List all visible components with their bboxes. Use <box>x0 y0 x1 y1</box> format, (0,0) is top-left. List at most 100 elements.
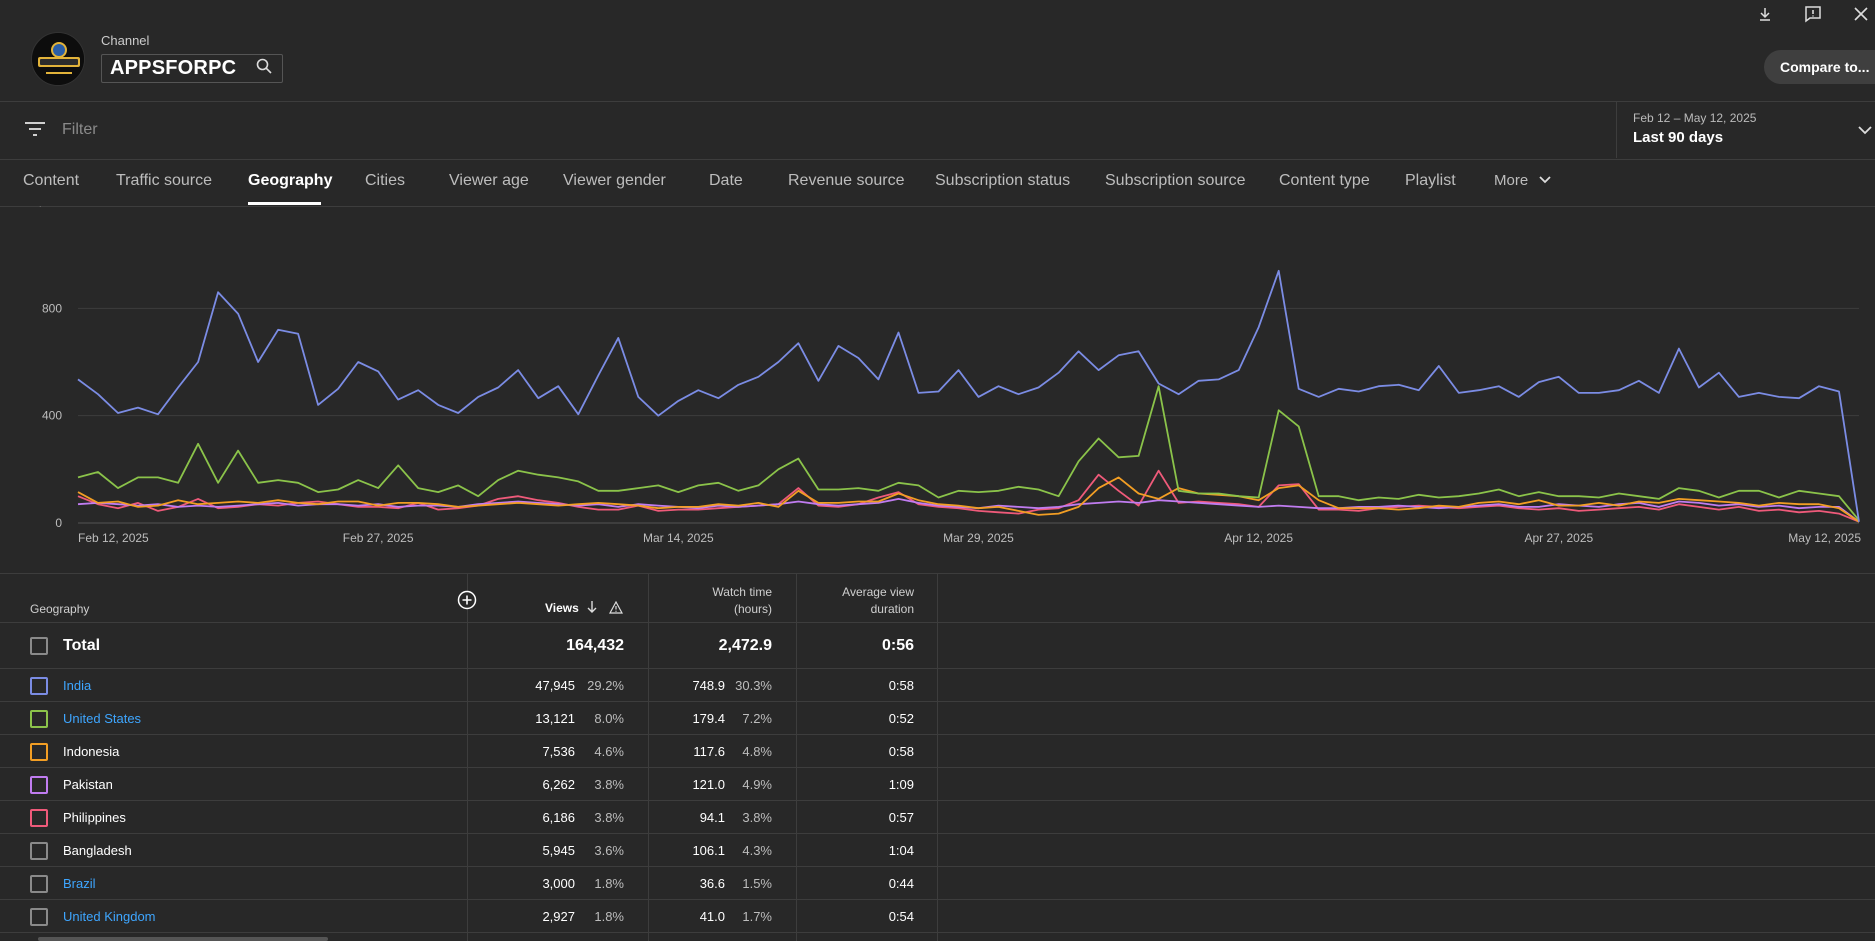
header-watch-time-line2: (hours) <box>733 602 772 616</box>
horizontal-scrollbar[interactable] <box>38 937 328 941</box>
views-value: 6,186 <box>542 810 575 825</box>
tab-viewer-age[interactable]: Viewer age <box>449 172 529 189</box>
total-label: Total <box>63 637 101 654</box>
views-percent: 1.8% <box>594 909 624 924</box>
tab-subscription-source[interactable]: Subscription source <box>1105 172 1246 189</box>
series-line-united-states[interactable] <box>77 385 1860 521</box>
tab-playlist[interactable]: Playlist <box>1405 172 1456 189</box>
country-name: Indonesia <box>63 744 120 759</box>
views-value: 6,262 <box>542 777 575 792</box>
tab-more[interactable]: More <box>1494 172 1552 189</box>
views-value: 7,536 <box>542 744 575 759</box>
tab-cities[interactable]: Cities <box>365 172 406 189</box>
date-range[interactable]: Feb 12 – May 12, 2025 <box>1633 111 1757 125</box>
checkbox[interactable] <box>30 809 48 827</box>
channel-selector[interactable]: APPSFORPC <box>101 54 283 83</box>
table-row: India 47,945 29.2% 748.9 30.3% 0:58 <box>0 669 1875 702</box>
tab-date[interactable]: Date <box>709 172 743 189</box>
watch-time-value: 94.1 <box>699 810 725 825</box>
header-geography[interactable]: Geography <box>30 602 90 616</box>
views-percent: 3.8% <box>594 810 624 825</box>
series-line-india[interactable] <box>77 269 1860 522</box>
views-value: 13,121 <box>535 711 575 726</box>
feedback-icon[interactable] <box>1799 2 1827 26</box>
watch-time-percent: 1.7% <box>742 909 772 924</box>
line-chart: 0 400 800 1,200 Feb 12, 2025 Feb 27, 2025 Mar … <box>32 206 1861 545</box>
checkbox[interactable] <box>30 677 48 695</box>
divider <box>0 206 1875 207</box>
series-line-philippines[interactable] <box>77 469 1860 523</box>
tab-geography[interactable]: Geography <box>248 172 333 189</box>
y-tick-label: 1,200 <box>32 206 62 208</box>
filter-input[interactable]: Filter <box>62 121 98 138</box>
column-divider <box>467 573 468 941</box>
tab-viewer-gender[interactable]: Viewer gender <box>563 172 666 189</box>
checkbox[interactable] <box>30 842 48 860</box>
column-divider <box>937 573 938 941</box>
checkbox[interactable] <box>30 743 48 761</box>
table-row: United States 13,121 8.0% 179.4 7.2% 0:52 <box>0 702 1875 735</box>
y-tick-label: 0 <box>55 516 62 530</box>
views-value: 3,000 <box>542 876 575 891</box>
x-tick-label: May 12, 2025 <box>1788 531 1861 545</box>
table-row: Pakistan 6,262 3.8% 121.0 4.9% 1:09 <box>0 768 1875 801</box>
header-avg-view-duration[interactable]: Average view duration <box>810 585 914 616</box>
series-line-indonesia[interactable] <box>77 476 1860 523</box>
sort-down-icon[interactable] <box>586 600 598 619</box>
watch-time-percent: 7.2% <box>742 711 772 726</box>
checkbox[interactable] <box>30 776 48 794</box>
checkbox[interactable] <box>30 908 48 926</box>
country-name[interactable]: United States <box>63 711 142 726</box>
close-icon[interactable] <box>1847 2 1875 26</box>
watch-time-value: 121.0 <box>692 777 725 792</box>
search-icon[interactable] <box>256 58 272 79</box>
tab-revenue-source[interactable]: Revenue source <box>788 172 905 189</box>
country-name[interactable]: Brazil <box>63 876 96 891</box>
header-avd-line1: Average view <box>842 585 914 599</box>
country-name[interactable]: United Kingdom <box>63 909 156 924</box>
checkbox[interactable] <box>30 637 48 655</box>
table-row: Indonesia 7,536 4.6% 117.6 4.8% 0:58 <box>0 735 1875 768</box>
tab-subscription-status[interactable]: Subscription status <box>935 172 1071 189</box>
header-watch-time-line1: Watch time <box>712 585 772 599</box>
chevron-down-icon[interactable] <box>1857 122 1873 140</box>
header-watch-time[interactable]: Watch time (hours) <box>680 585 772 616</box>
divider <box>1616 102 1617 158</box>
watch-time-value: 106.1 <box>692 843 725 858</box>
total-views: 164,432 <box>566 637 624 654</box>
table-row: United Kingdom 2,927 1.8% 41.0 1.7% 0:54 <box>0 900 1875 933</box>
chevron-down-icon <box>1539 176 1551 184</box>
tab-content[interactable]: Content <box>23 172 80 189</box>
divider <box>0 101 1875 102</box>
country-name: Philippines <box>63 810 126 825</box>
header-views[interactable]: Views <box>545 601 579 615</box>
channel-name: APPSFORPC <box>110 57 237 79</box>
window-controls <box>1751 2 1875 26</box>
checkbox[interactable] <box>30 710 48 728</box>
add-metric-button[interactable] <box>457 590 477 610</box>
date-preset[interactable]: Last 90 days <box>1633 129 1724 146</box>
warning-icon[interactable] <box>608 600 624 619</box>
watch-time-value: 41.0 <box>699 909 725 924</box>
y-tick-label: 800 <box>42 301 62 315</box>
table-row: Bangladesh 5,945 3.6% 106.1 4.3% 1:04 <box>0 834 1875 867</box>
avg-view-duration: 0:57 <box>888 810 914 825</box>
country-name[interactable]: India <box>63 678 92 693</box>
y-tick-label: 400 <box>42 409 62 423</box>
table-row: Philippines 6,186 3.8% 94.1 3.8% 0:57 <box>0 801 1875 834</box>
views-percent: 3.6% <box>594 843 624 858</box>
tab-more-label: More <box>1494 172 1529 189</box>
watch-time-value: 36.6 <box>699 876 725 891</box>
download-icon[interactable] <box>1751 2 1779 26</box>
total-watch-time: 2,472.9 <box>718 637 772 654</box>
views-percent: 3.8% <box>594 777 624 792</box>
views-value: 47,945 <box>535 678 575 693</box>
tab-traffic-source[interactable]: Traffic source <box>116 172 213 189</box>
channel-label: Channel <box>101 33 150 48</box>
x-tick-label: Feb 27, 2025 <box>343 531 414 545</box>
column-divider <box>796 573 797 941</box>
checkbox[interactable] <box>30 875 48 893</box>
compare-button[interactable]: Compare to... <box>1764 50 1875 84</box>
tab-content-type[interactable]: Content type <box>1279 172 1370 189</box>
filter-icon[interactable] <box>24 121 46 137</box>
